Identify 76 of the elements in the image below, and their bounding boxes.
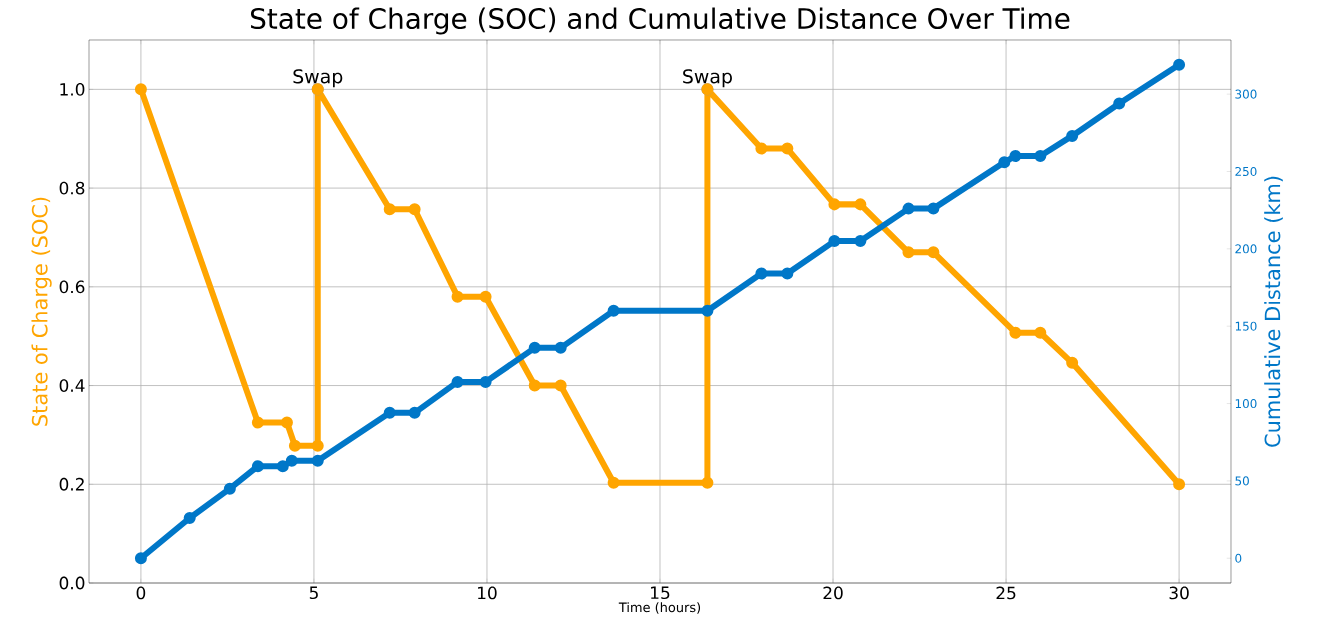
point bbox=[479, 375, 492, 388]
point bbox=[781, 267, 794, 280]
point bbox=[311, 454, 324, 467]
point bbox=[755, 142, 768, 155]
y2-tick-label: 100 bbox=[1235, 399, 1257, 409]
point bbox=[528, 341, 541, 354]
annotation: Swap bbox=[293, 69, 343, 88]
y2-tick-label: 200 bbox=[1235, 244, 1257, 254]
point bbox=[828, 235, 841, 248]
point bbox=[288, 439, 301, 452]
point bbox=[1009, 326, 1022, 339]
y2-tick-label: 300 bbox=[1235, 89, 1257, 99]
point bbox=[383, 406, 396, 419]
point bbox=[251, 416, 264, 429]
point bbox=[1009, 150, 1022, 163]
point bbox=[755, 267, 768, 280]
y-tick-label: 0.8 bbox=[59, 181, 85, 195]
point bbox=[927, 202, 940, 215]
point bbox=[781, 142, 794, 155]
x-tick-label: 15 bbox=[651, 586, 670, 600]
point bbox=[134, 83, 147, 96]
point bbox=[1113, 97, 1126, 110]
point bbox=[276, 460, 289, 473]
point bbox=[1173, 58, 1186, 71]
point bbox=[554, 379, 567, 392]
y-tick-label: 0.4 bbox=[59, 379, 85, 392]
point bbox=[1173, 478, 1186, 491]
point bbox=[311, 439, 324, 452]
point bbox=[408, 406, 421, 419]
point bbox=[927, 246, 940, 259]
point bbox=[280, 416, 293, 429]
point bbox=[451, 290, 464, 303]
point bbox=[479, 290, 492, 303]
point bbox=[828, 198, 841, 211]
y-tick-label: 0.2 bbox=[59, 477, 84, 491]
point bbox=[408, 203, 421, 216]
point bbox=[1034, 150, 1047, 163]
point bbox=[528, 379, 541, 392]
point bbox=[701, 304, 714, 317]
chart-title: State of Charge (SOC) and Cumulative Distance Over Time bbox=[250, 7, 1070, 35]
y2-tick-label: 0 bbox=[1235, 553, 1242, 563]
point bbox=[134, 552, 147, 565]
point bbox=[1066, 356, 1079, 369]
x-tick-label: 5 bbox=[309, 586, 318, 600]
y2-tick-label: 50 bbox=[1235, 476, 1249, 486]
point bbox=[251, 460, 264, 473]
point bbox=[285, 454, 298, 467]
point bbox=[854, 198, 867, 211]
x-tick-label: 0 bbox=[136, 586, 146, 600]
point bbox=[451, 375, 464, 388]
point bbox=[554, 341, 567, 354]
point bbox=[607, 304, 620, 317]
y-axis-title: State of Charge (SOC) bbox=[31, 197, 52, 426]
x-axis-title: Time (hours) bbox=[618, 602, 701, 614]
point bbox=[183, 512, 196, 525]
point bbox=[701, 476, 714, 489]
x-tick-label: 25 bbox=[996, 586, 1016, 600]
point bbox=[998, 156, 1011, 169]
point bbox=[1066, 129, 1079, 142]
y2-tick-label: 150 bbox=[1235, 321, 1257, 331]
point bbox=[1034, 326, 1047, 339]
y-tick-label: 0.6 bbox=[59, 280, 85, 294]
y2-axis-title: Cumulative Distance (km) bbox=[1264, 176, 1283, 447]
point bbox=[383, 203, 396, 216]
annotation: Swap bbox=[683, 69, 732, 88]
point bbox=[902, 246, 915, 259]
x-tick-label: 10 bbox=[478, 586, 497, 600]
point bbox=[854, 235, 867, 248]
y2-tick-label: 250 bbox=[1235, 166, 1257, 177]
x-tick-label: 30 bbox=[1169, 586, 1189, 600]
y-tick-label: 0.0 bbox=[59, 576, 85, 590]
point bbox=[902, 202, 915, 215]
point bbox=[607, 476, 620, 489]
point bbox=[223, 482, 236, 495]
x-tick-label: 20 bbox=[823, 586, 843, 600]
y-tick-label: 1.0 bbox=[60, 82, 85, 96]
